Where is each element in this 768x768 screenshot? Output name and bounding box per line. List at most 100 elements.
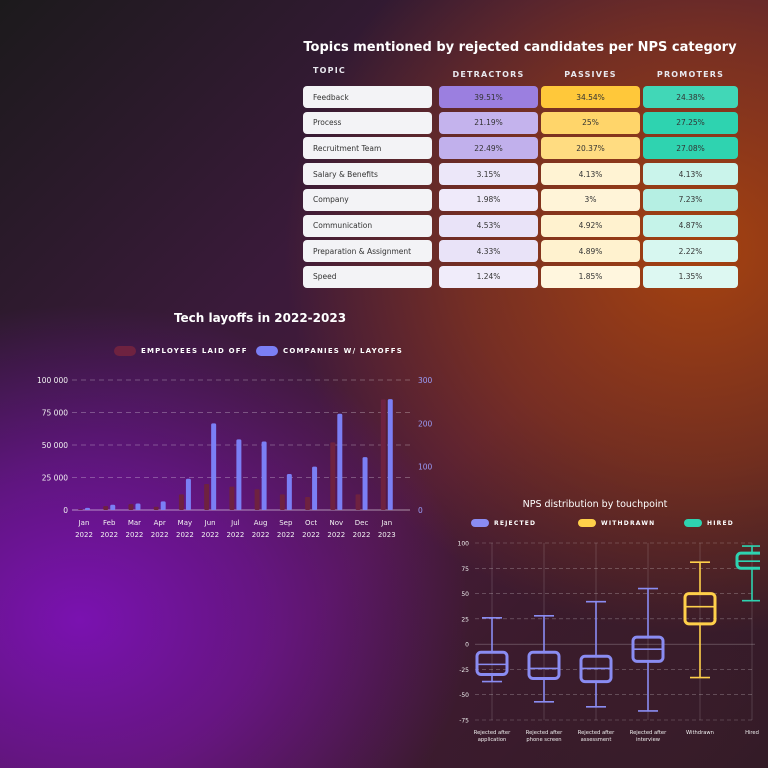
employees-bar [355,494,361,510]
employees-bar [229,486,235,510]
promoters-cell: 7.23% [643,188,738,211]
x-tick-label: interview [636,737,661,743]
x-tick-year: 2022 [201,531,219,539]
table-header-topic: TOPIC [313,66,346,75]
passives-cell: 4.92% [541,214,640,237]
box-5 [735,545,760,602]
companies-bar [160,501,166,510]
employees-bar [128,504,134,510]
promoters-cell: 4.13% [643,163,738,186]
x-tick-year: 2022 [226,531,244,539]
promoters-cell: 2.22% [643,240,738,263]
topic-cell: Recruitment Team [303,137,432,160]
companies-bar [110,504,116,510]
employees-bar [305,497,311,510]
table-header-detractors: DETRACTORS [452,70,525,79]
y-tick-label: -75 [459,718,469,725]
companies-bar [387,399,393,510]
detractors-cell: 4.53% [439,214,538,237]
legend-label-employees: EMPLOYEES LAID OFF [141,347,248,355]
box-iqr [475,650,509,676]
x-tick-label: Rejected after [630,730,667,736]
employees-bar [330,442,336,510]
detractors-cell: 4.33% [439,240,538,263]
topic-cell: Speed [303,265,432,288]
x-tick-label: Rejected after [578,730,615,736]
y-right-tick-label: 100 [418,463,433,472]
x-tick-month: May [178,519,192,527]
employees-bar [380,399,386,510]
table-header-promoters: PROMOTERS [656,70,725,79]
promoters-cell: 1.35% [643,265,738,288]
passives-cell: 34.54% [541,86,640,108]
passives-cell: 20.37% [541,137,640,160]
passives-cell: 4.89% [541,240,640,263]
promoters-cell: 4.87% [643,214,738,237]
x-tick-month: Jul [230,519,240,527]
y-left-tick-label: 50 000 [42,441,68,450]
legend-swatch-companies [256,346,278,356]
box-1 [527,615,561,703]
legend-label-rejected: REJECTED [494,519,537,527]
x-tick-month: Feb [103,519,116,527]
promoters-cell: 24.38% [643,86,738,108]
legend-hired: HIRED [684,519,734,527]
x-tick-year: 2022 [252,531,270,539]
employees-bar [254,489,260,510]
x-tick-month: Apr [154,519,166,527]
y-tick-label: 50 [461,591,469,598]
y-tick-label: 25 [461,616,469,623]
legend-withdrawn: WITHDRAWN [578,519,655,527]
passives-cell: 1.85% [541,265,640,288]
employees-bar [204,484,210,510]
companies-bar [362,457,368,510]
promoters-cell: 27.08% [643,137,738,160]
legend-employees-laid-off: EMPLOYEES LAID OFF [114,346,248,356]
passives-cell: 25% [541,111,640,134]
legend-label-companies: COMPANIES W/ LAYOFFS [283,347,403,355]
y-right-tick-label: 200 [418,419,433,428]
detractors-cell: 22.49% [439,137,538,160]
x-tick-month: Aug [254,519,268,527]
topic-cell: Process [303,111,432,134]
legend-swatch-hired [684,519,702,527]
y-tick-label: -50 [459,692,469,699]
topic-cell: Communication [303,214,432,237]
employees-bar [279,494,285,510]
x-tick-label: application [478,737,507,743]
box-0 [475,617,509,683]
legend-label-hired: HIRED [707,519,734,527]
x-tick-year: 2022 [126,531,144,539]
x-tick-year: 2022 [277,531,295,539]
x-tick-month: Oct [305,519,317,527]
x-tick-label: Rejected after [474,730,511,736]
detractors-cell: 39.51% [439,86,538,108]
x-tick-month: Dec [355,519,369,527]
companies-bar [312,466,318,510]
employees-bar [178,494,184,510]
y-right-tick-label: 300 [418,376,433,385]
y-right-tick-label: 0 [418,506,423,515]
x-tick-month: Sep [279,519,293,527]
x-tick-label: assessment [581,737,612,743]
x-tick-month: Jan [380,519,392,527]
x-tick-month: Jan [78,519,90,527]
boxplot-title: NPS distribution by touchpoint [522,499,668,510]
x-tick-label: Hired [745,730,759,736]
detractors-cell: 1.98% [439,188,538,211]
companies-bar [185,478,191,510]
y-left-tick-label: 100 000 [37,376,68,385]
employees-bar [78,509,83,510]
companies-bar [261,441,267,510]
box-2 [579,600,613,708]
y-tick-label: 0 [465,642,469,649]
x-tick-year: 2023 [378,531,396,539]
legend-swatch-employees [114,346,136,356]
legend-swatch-rejected [471,519,489,527]
topic-cell: Salary & Benefits [303,163,432,186]
table-header-passives: PASSIVES [564,70,617,79]
y-tick-label: 75 [461,566,469,573]
x-tick-year: 2022 [100,531,118,539]
layoffs-chart: 0 25 000 50 000 75 000 100 000 0 100 200 300 Jan 2… [37,376,433,539]
